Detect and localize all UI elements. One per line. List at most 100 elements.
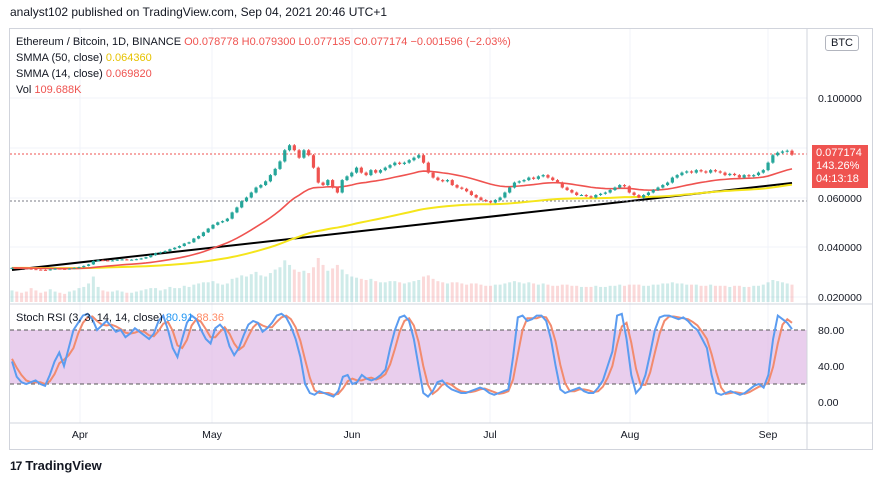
candle [689,170,694,174]
candle [77,266,81,269]
volume-bar [268,273,272,302]
volume-bar [412,281,416,302]
candle [48,268,52,271]
volume-bar [292,269,296,302]
volume-bar [15,291,19,302]
price-tick: 0.020000 [818,292,862,304]
candle [479,196,483,201]
candle [493,199,497,204]
stoch-rsi-k-line [11,312,793,398]
volume-bar [723,285,727,302]
volume-bar [656,284,660,302]
candle [699,169,703,173]
volume-bar [445,283,449,302]
candle [412,156,416,162]
volume-bar [225,283,229,302]
candle [431,171,435,179]
volume-bar [761,284,765,302]
rsi-label[interactable]: Stoch RSI (3, 3, 14, 14, close) [16,312,163,324]
candle [115,259,119,261]
candle [273,167,277,177]
candle [34,268,38,271]
candle [130,259,134,261]
candle [125,258,129,261]
candle [498,196,502,201]
ohlc-change: −0.001596 (−2.03%) [410,36,511,48]
candle [173,247,177,250]
volume-bar [72,290,76,302]
volume-bar [522,283,526,302]
volume-bar [307,273,311,302]
candle [642,194,646,199]
volume-bar [733,285,737,302]
volume-bar [163,289,167,302]
volume-bar [618,284,622,302]
candle [340,179,344,194]
candle [168,248,172,252]
volume-bar [359,278,363,302]
candle [728,172,732,177]
candle [680,171,684,177]
volume-bar [221,284,225,302]
tradingview-brand[interactable]: 17 TradingView [10,458,102,473]
volume-bar [670,282,674,302]
candle [120,258,124,261]
candle [608,189,612,194]
volume-bar [311,267,315,302]
volume-bar [144,289,148,302]
volume-bar [790,284,794,302]
candle [268,174,273,183]
candle [656,186,660,191]
candle [771,154,775,164]
volume-bar [201,282,205,302]
candle [264,180,268,187]
volume-bar [197,283,201,302]
volume-bar [48,289,52,302]
candle [225,217,229,222]
volume-bar [240,275,244,302]
volume-bar [603,286,607,302]
candle [512,181,517,189]
volume-bar [106,291,110,302]
candle [192,237,196,243]
candle [761,169,765,174]
volume-bar [130,292,134,302]
candle [106,259,110,262]
candle [359,166,363,174]
currency-badge[interactable]: BTC [825,35,859,51]
candle [436,176,440,182]
candle [627,185,631,194]
volume-bar [728,286,732,302]
candle [216,221,220,226]
volume-bar [34,290,38,302]
volume-bar [517,282,521,302]
candle [474,194,478,199]
candle [10,267,14,269]
volume-bar [283,260,287,302]
tradingview-logo-icon: 17 [10,458,22,473]
volume-bar [273,269,277,302]
volume-bar [680,283,684,302]
candle [230,211,234,220]
candle [598,192,603,196]
volume-bar [450,282,454,302]
candle [211,224,215,230]
volume-bar [39,292,43,302]
smma50-label[interactable]: SMMA (50, close) [16,52,103,64]
candle [278,160,282,170]
candle [43,269,48,271]
candle [302,149,306,159]
symbol-name[interactable]: Ethereum / Bitcoin, 1D, BINANCE [16,36,182,48]
candle [58,268,62,270]
candle [91,260,95,265]
volume-label[interactable]: Vol [16,84,32,96]
candle [718,170,722,174]
candle [39,269,43,271]
candle [632,191,636,196]
candle [637,194,641,199]
price-tick: 0.040000 [818,242,862,254]
smma14-label[interactable]: SMMA (14, close) [16,68,103,80]
volume-bar [82,286,86,302]
ohlc-open: O0.078778 [184,36,239,48]
